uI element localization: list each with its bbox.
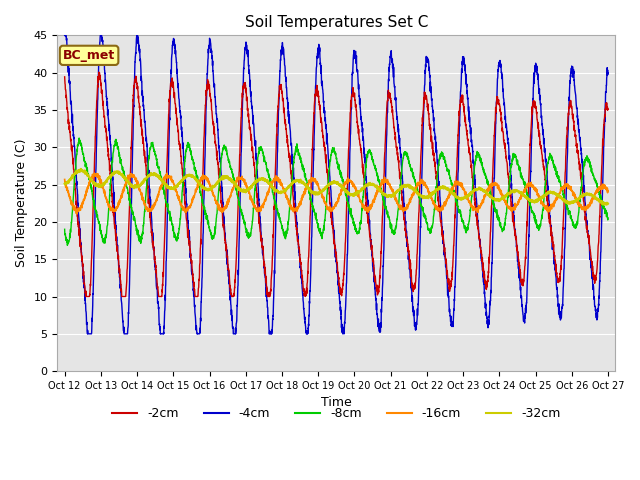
-2cm: [95, 69, 103, 75]
-2cm: [293, 231, 301, 237]
-2cm: [82, 294, 90, 300]
-2cm: [594, 257, 602, 263]
-16cm: [535, 197, 543, 203]
-8cm: [156, 167, 163, 173]
-4cm: [123, 331, 131, 336]
-32cm: [535, 196, 543, 202]
-16cm: [293, 207, 301, 213]
-16cm: [604, 188, 612, 194]
Line: -32cm: -32cm: [65, 169, 608, 204]
-8cm: [76, 135, 83, 141]
X-axis label: Time: Time: [321, 396, 351, 409]
-4cm: [293, 222, 301, 228]
-8cm: [123, 185, 131, 191]
-16cm: [73, 211, 81, 216]
-32cm: [594, 196, 602, 202]
-8cm: [594, 186, 602, 192]
-32cm: [123, 178, 131, 183]
-4cm: [535, 91, 543, 96]
-2cm: [269, 234, 277, 240]
Line: -4cm: -4cm: [65, 36, 608, 334]
-2cm: [156, 294, 163, 300]
-16cm: [156, 189, 163, 194]
-2cm: [535, 133, 543, 139]
-8cm: [63, 242, 71, 248]
-8cm: [293, 141, 301, 147]
Line: -8cm: -8cm: [65, 138, 608, 245]
-2cm: [604, 107, 612, 112]
-8cm: [604, 215, 612, 221]
-32cm: [155, 173, 163, 179]
Line: -16cm: -16cm: [65, 173, 608, 214]
-4cm: [84, 331, 92, 336]
-32cm: [269, 185, 277, 191]
-4cm: [594, 314, 602, 320]
Line: -2cm: -2cm: [65, 72, 608, 297]
-8cm: [269, 192, 277, 197]
Legend: -2cm, -4cm, -8cm, -16cm, -32cm: -2cm, -4cm, -8cm, -16cm, -32cm: [107, 402, 566, 425]
-4cm: [269, 313, 277, 319]
Text: BC_met: BC_met: [63, 49, 115, 62]
Title: Soil Temperatures Set C: Soil Temperatures Set C: [244, 15, 428, 30]
-16cm: [594, 186, 602, 192]
Y-axis label: Soil Temperature (C): Soil Temperature (C): [15, 139, 28, 267]
-32cm: [603, 202, 611, 207]
-4cm: [155, 317, 163, 323]
-32cm: [604, 201, 612, 207]
-16cm: [269, 178, 277, 183]
-2cm: [61, 74, 68, 80]
-16cm: [61, 177, 68, 182]
-4cm: [604, 68, 612, 73]
-32cm: [61, 181, 68, 187]
-8cm: [61, 227, 68, 232]
-32cm: [77, 166, 84, 172]
-32cm: [293, 178, 301, 184]
-8cm: [535, 224, 543, 229]
-2cm: [123, 269, 131, 275]
-16cm: [123, 177, 131, 182]
-16cm: [91, 170, 99, 176]
-4cm: [61, 33, 68, 38]
